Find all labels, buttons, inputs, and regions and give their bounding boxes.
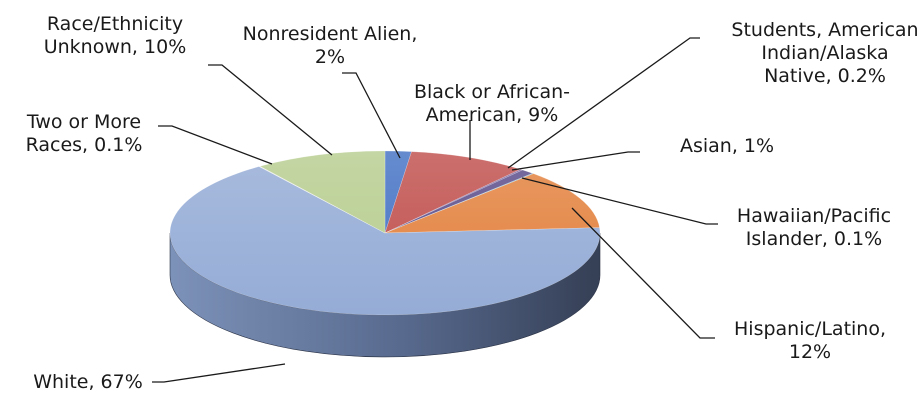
data-label-race-ethnicity-unknown: Race/Ethnicity Unknown, 10%: [44, 13, 187, 58]
data-label-students-american-indian-alaska-native: Students, American Indian/Alaska Native, 0…: [731, 19, 918, 87]
data-label-hawaiian-pacific-islander: Hawaiian/Pacific Islander, 0.1%: [737, 205, 891, 250]
leader-line-hispanic-latino: [571, 207, 715, 339]
leader-line-two-or-more-races: [158, 125, 273, 165]
data-label-hispanic-latino: Hispanic/Latino, 12%: [734, 318, 886, 363]
leader-lines: [152, 37, 718, 383]
data-label-two-or-more-races: Two or More Races, 0.1%: [26, 111, 143, 156]
data-label-white: White, 67%: [33, 371, 143, 393]
leader-line-white: [152, 363, 286, 383]
leader-line-race-ethnicity-unknown: [208, 64, 333, 156]
leader-line-students-american-indian-alaska-native: [507, 37, 700, 169]
leader-line-hawaiian-pacific-islander: [521, 177, 718, 225]
leader-line-nonresident-alien: [342, 72, 401, 159]
data-labels: Nonresident Alien, 2% Black or African-Ame…: [26, 13, 919, 393]
leader-line-asian: [511, 151, 640, 171]
data-label-nonresident-alien: Nonresident Alien, 2%: [243, 23, 418, 68]
data-label-black-or-african-american: Black or African-American, 9%: [414, 81, 570, 126]
data-label-asian: Asian, 1%: [680, 135, 774, 157]
pie-slices: [169, 150, 601, 316]
